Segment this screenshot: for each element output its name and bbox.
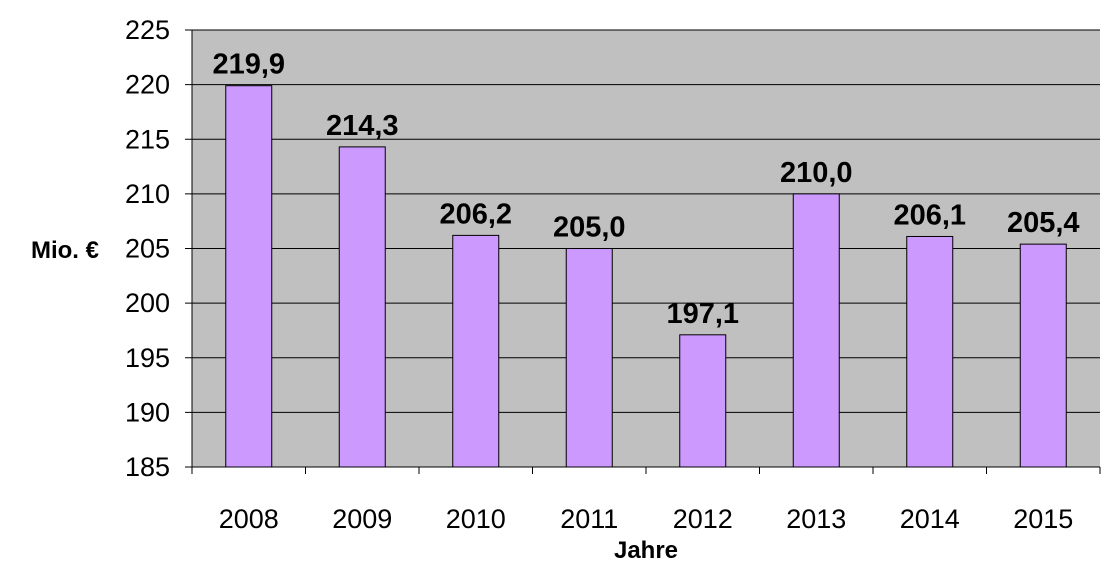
- y-axis-title: Mio. €: [31, 237, 99, 264]
- x-tick-label: 2009: [332, 504, 392, 534]
- data-label-2009: 214,3: [326, 110, 399, 142]
- x-tick-label: 2010: [446, 504, 506, 534]
- bar-2015: [1019, 243, 1067, 468]
- x-tick-label: 2014: [900, 504, 960, 534]
- data-label-2011: 205,0: [553, 212, 626, 244]
- y-tick-label: 210: [125, 179, 170, 209]
- bar-2014: [906, 235, 954, 468]
- data-label-2013: 210,0: [780, 157, 853, 189]
- y-tick-label: 225: [125, 15, 170, 45]
- x-tick-label: 2012: [673, 504, 733, 534]
- bar-2013: [792, 193, 840, 468]
- data-label-2015: 205,4: [1007, 207, 1080, 239]
- bars: [225, 85, 1067, 468]
- axes: [185, 29, 1101, 474]
- data-label-2008: 219,9: [212, 49, 285, 81]
- y-tick-labels: 185 190 195 200 205 210 215 220 225: [125, 15, 170, 482]
- y-tick-label: 215: [125, 124, 170, 154]
- x-tick-label: 2015: [1013, 504, 1073, 534]
- data-labels: 219,9 214,3 206,2 205,0 197,1 210,0 206,1 205,4: [212, 49, 1079, 330]
- y-tick-label: 220: [125, 70, 170, 100]
- x-tick-label: 2008: [219, 504, 279, 534]
- y-tick-label: 185: [125, 452, 170, 482]
- x-tick-labels: 2008 2009 2010 2011 2012 2013 2014 2015: [219, 504, 1074, 534]
- x-tick-label: 2011: [560, 504, 618, 534]
- bar-2008: [225, 85, 273, 468]
- data-label-2012: 197,1: [666, 298, 739, 330]
- data-label-2014: 206,1: [893, 199, 966, 231]
- y-tick-label: 205: [125, 234, 170, 264]
- bar-2012: [679, 334, 727, 468]
- bar-2011: [565, 248, 613, 468]
- data-label-2010: 206,2: [439, 198, 512, 230]
- x-axis-title: Jahre: [614, 537, 678, 564]
- y-tick-label: 195: [125, 343, 170, 373]
- bar-2010: [452, 234, 500, 468]
- y-tick-label: 190: [125, 397, 170, 427]
- y-tick-label: 200: [125, 288, 170, 318]
- bar-2009: [338, 146, 386, 468]
- x-tick-label: 2013: [786, 504, 846, 534]
